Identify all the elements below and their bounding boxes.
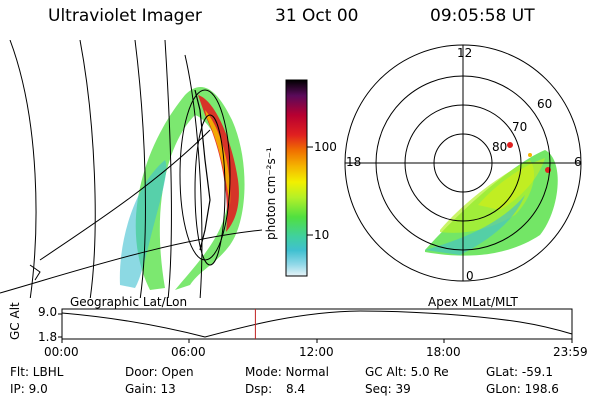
alt-ytick-bottom: 1.8: [38, 330, 58, 344]
lat-label-70: 70: [512, 120, 528, 134]
mlt-label-12: 12: [457, 46, 473, 60]
alt-xtick-0600: 06:00: [171, 345, 206, 359]
lat-label-80: 80: [492, 140, 508, 154]
info-dsp-value: 8.4: [286, 382, 306, 396]
info-door: Door: Open: [125, 365, 194, 379]
instrument-title: Ultraviolet Imager: [48, 6, 202, 26]
alt-ylabel: GC Alt: [8, 302, 22, 340]
time-label: 09:05:58 UT: [430, 6, 535, 26]
colorbar-tick-10: 10: [314, 228, 330, 242]
info-seq: Seq: 39: [365, 382, 411, 396]
lat-label-60: 60: [537, 97, 553, 111]
alt-xtick-0000: 00:00: [44, 345, 79, 359]
alt-xtick-1800: 18:00: [426, 345, 461, 359]
mlt-label-18: 18: [346, 155, 362, 169]
apex-panel-label: Apex MLat/MLT: [428, 295, 518, 309]
date-label: 31 Oct 00: [275, 6, 359, 26]
info-glon: GLon: 198.6: [486, 382, 559, 396]
alt-xtick-1200: 12:00: [299, 345, 334, 359]
alt-ytick-top: 9.0: [38, 305, 58, 319]
geographic-panel-label: Geographic Lat/Lon: [70, 295, 188, 309]
alt-xtick-2359: 23:59: [553, 345, 588, 359]
info-glat: GLat: -59.1: [486, 365, 553, 379]
info-mode: Mode: Normal: [245, 365, 329, 379]
info-flt: Flt: LBHL: [10, 365, 64, 379]
mlt-label-0: 0: [466, 269, 474, 283]
info-gcalt: GC Alt: 5.0 Re: [365, 365, 449, 379]
mlt-label-6: 6: [574, 155, 582, 169]
info-dsp-label: Dsp:: [245, 382, 273, 396]
info-ip: IP: 9.0: [10, 382, 48, 396]
colorbar-tick-100: 100: [314, 140, 337, 154]
info-gain: Gain: 13: [125, 382, 176, 396]
